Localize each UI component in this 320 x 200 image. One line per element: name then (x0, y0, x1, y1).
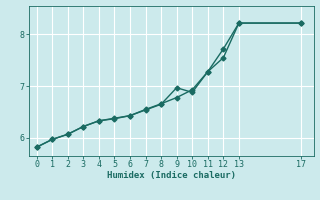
X-axis label: Humidex (Indice chaleur): Humidex (Indice chaleur) (107, 171, 236, 180)
